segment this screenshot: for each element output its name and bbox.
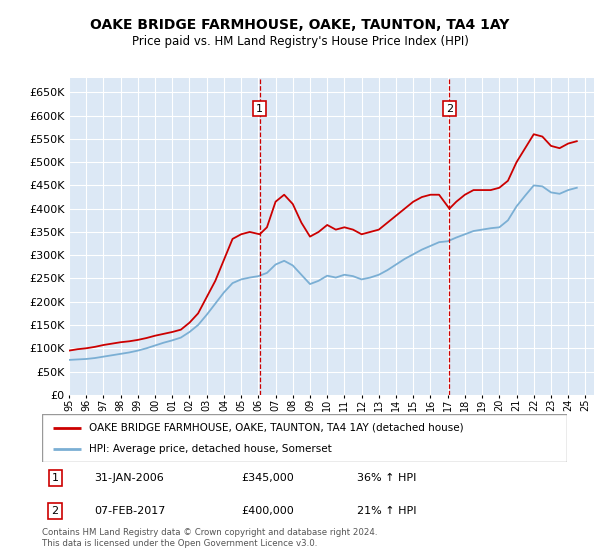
Text: £345,000: £345,000 (241, 473, 294, 483)
FancyBboxPatch shape (42, 414, 567, 462)
Text: Price paid vs. HM Land Registry's House Price Index (HPI): Price paid vs. HM Land Registry's House … (131, 35, 469, 49)
Text: £400,000: £400,000 (241, 506, 294, 516)
Text: 2: 2 (446, 104, 453, 114)
Text: 2: 2 (52, 506, 59, 516)
Text: Contains HM Land Registry data © Crown copyright and database right 2024.
This d: Contains HM Land Registry data © Crown c… (42, 528, 377, 548)
Text: OAKE BRIDGE FARMHOUSE, OAKE, TAUNTON, TA4 1AY (detached house): OAKE BRIDGE FARMHOUSE, OAKE, TAUNTON, TA… (89, 423, 464, 433)
Text: 31-JAN-2006: 31-JAN-2006 (95, 473, 164, 483)
Text: 1: 1 (256, 104, 263, 114)
Text: 36% ↑ HPI: 36% ↑ HPI (357, 473, 416, 483)
Text: OAKE BRIDGE FARMHOUSE, OAKE, TAUNTON, TA4 1AY: OAKE BRIDGE FARMHOUSE, OAKE, TAUNTON, TA… (91, 18, 509, 32)
Text: 21% ↑ HPI: 21% ↑ HPI (357, 506, 416, 516)
Text: 07-FEB-2017: 07-FEB-2017 (95, 506, 166, 516)
Text: 1: 1 (52, 473, 59, 483)
Text: HPI: Average price, detached house, Somerset: HPI: Average price, detached house, Some… (89, 444, 332, 454)
